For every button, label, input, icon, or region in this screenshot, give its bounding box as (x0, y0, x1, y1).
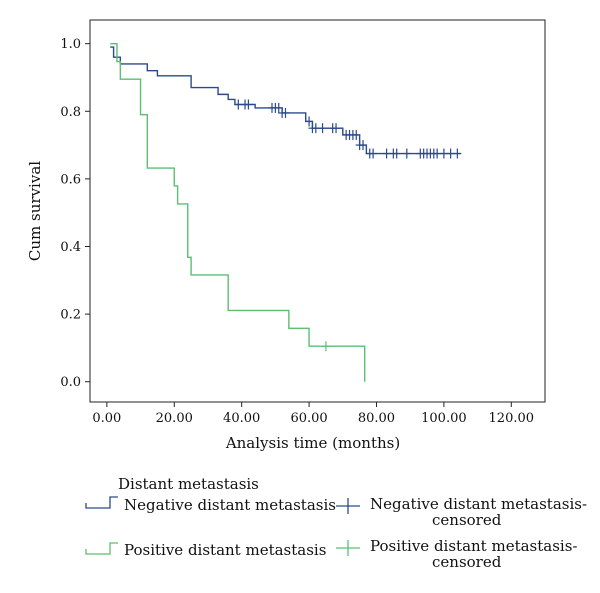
x-tick-label: 40.00 (223, 411, 260, 426)
legend-censor-mark-positive (336, 540, 360, 556)
y-tick-label: 0.0 (60, 375, 81, 390)
legend-label-negative: Negative distant metastasis (124, 496, 336, 514)
legend-label-positive-censored: Positive distant metastasis-censored (370, 537, 577, 571)
legend-swatch-negative (85, 496, 118, 509)
x-axis-title: Analysis time (months) (225, 434, 400, 452)
x-tick-label: 20.00 (156, 411, 193, 426)
x-tick-label: 80.00 (358, 411, 395, 426)
x-tick-label: 100.00 (421, 411, 467, 426)
legend-swatch-positive (85, 542, 118, 555)
survival-curves (110, 42, 462, 382)
x-tick-label: 60.00 (290, 411, 327, 426)
y-tick-label: 0.6 (60, 172, 81, 187)
legend-title: Distant metastasis (118, 475, 259, 493)
x-tick-label: 120.00 (489, 411, 535, 426)
x-tick-label: 0.00 (92, 411, 121, 426)
y-tick-label: 1.0 (60, 37, 81, 52)
legend-label-positive: Positive distant metastasis (124, 541, 326, 559)
x-axis: 0.00 20.00 40.00 60.00 80.00 100.00 120.00 (92, 402, 534, 426)
series-line-positive (110, 42, 366, 382)
legend: Distant metastasis Negative distant meta… (85, 475, 587, 571)
y-axis: 0.0 0.2 0.4 0.6 0.8 1.0 (60, 37, 90, 390)
y-tick-label: 0.8 (60, 105, 81, 120)
series-line-negative (110, 46, 461, 155)
y-tick-label: 0.4 (60, 240, 81, 255)
plot-frame (89, 19, 546, 403)
legend-label-negative-censored: Negative distant metastasis-censored (370, 495, 587, 529)
y-tick-label: 0.2 (60, 308, 81, 323)
legend-censor-mark-negative (336, 498, 360, 514)
y-axis-title: Cum survival (26, 161, 44, 261)
